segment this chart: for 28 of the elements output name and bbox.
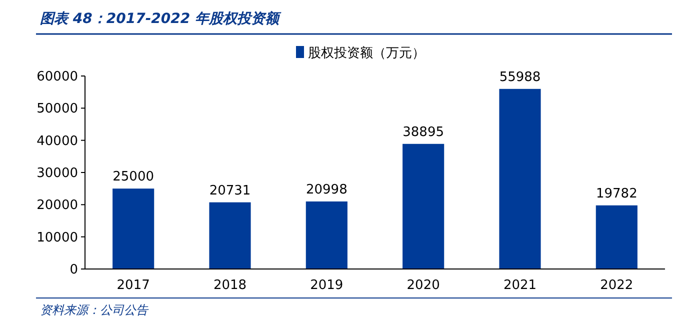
legend-label: 股权投资额（万元）	[308, 46, 425, 61]
bar	[499, 88, 541, 269]
data-label: 20731	[209, 183, 251, 198]
chart-title: 图表 48：2017-2022 年股权投资额	[40, 10, 282, 27]
bar	[402, 144, 444, 269]
x-tick-label: 2021	[503, 278, 537, 293]
y-tick-label: 30000	[36, 166, 78, 182]
bar	[112, 188, 154, 269]
x-tick-label: 2017	[116, 278, 150, 293]
data-label: 25000	[112, 170, 154, 185]
bar	[306, 201, 348, 269]
bar	[596, 205, 638, 269]
y-tick-label: 20000	[36, 198, 78, 214]
y-tick-label: 40000	[36, 134, 78, 149]
bar	[209, 202, 251, 269]
y-tick-label: 60000	[36, 70, 78, 85]
y-tick-label: 10000	[36, 230, 78, 246]
data-label: 19782	[596, 186, 638, 202]
x-tick-label: 2020	[406, 278, 440, 293]
y-tick-label: 0	[70, 262, 78, 278]
x-tick-label: 2022	[600, 278, 634, 293]
data-label: 55988	[499, 70, 541, 85]
y-tick-label: 50000	[36, 102, 78, 117]
data-label: 20998	[306, 182, 348, 198]
data-label: 38895	[402, 124, 444, 140]
x-tick-label: 2019	[310, 278, 344, 293]
x-tick-label: 2018	[213, 278, 247, 293]
text: 资料来源：公司公告	[40, 303, 149, 317]
